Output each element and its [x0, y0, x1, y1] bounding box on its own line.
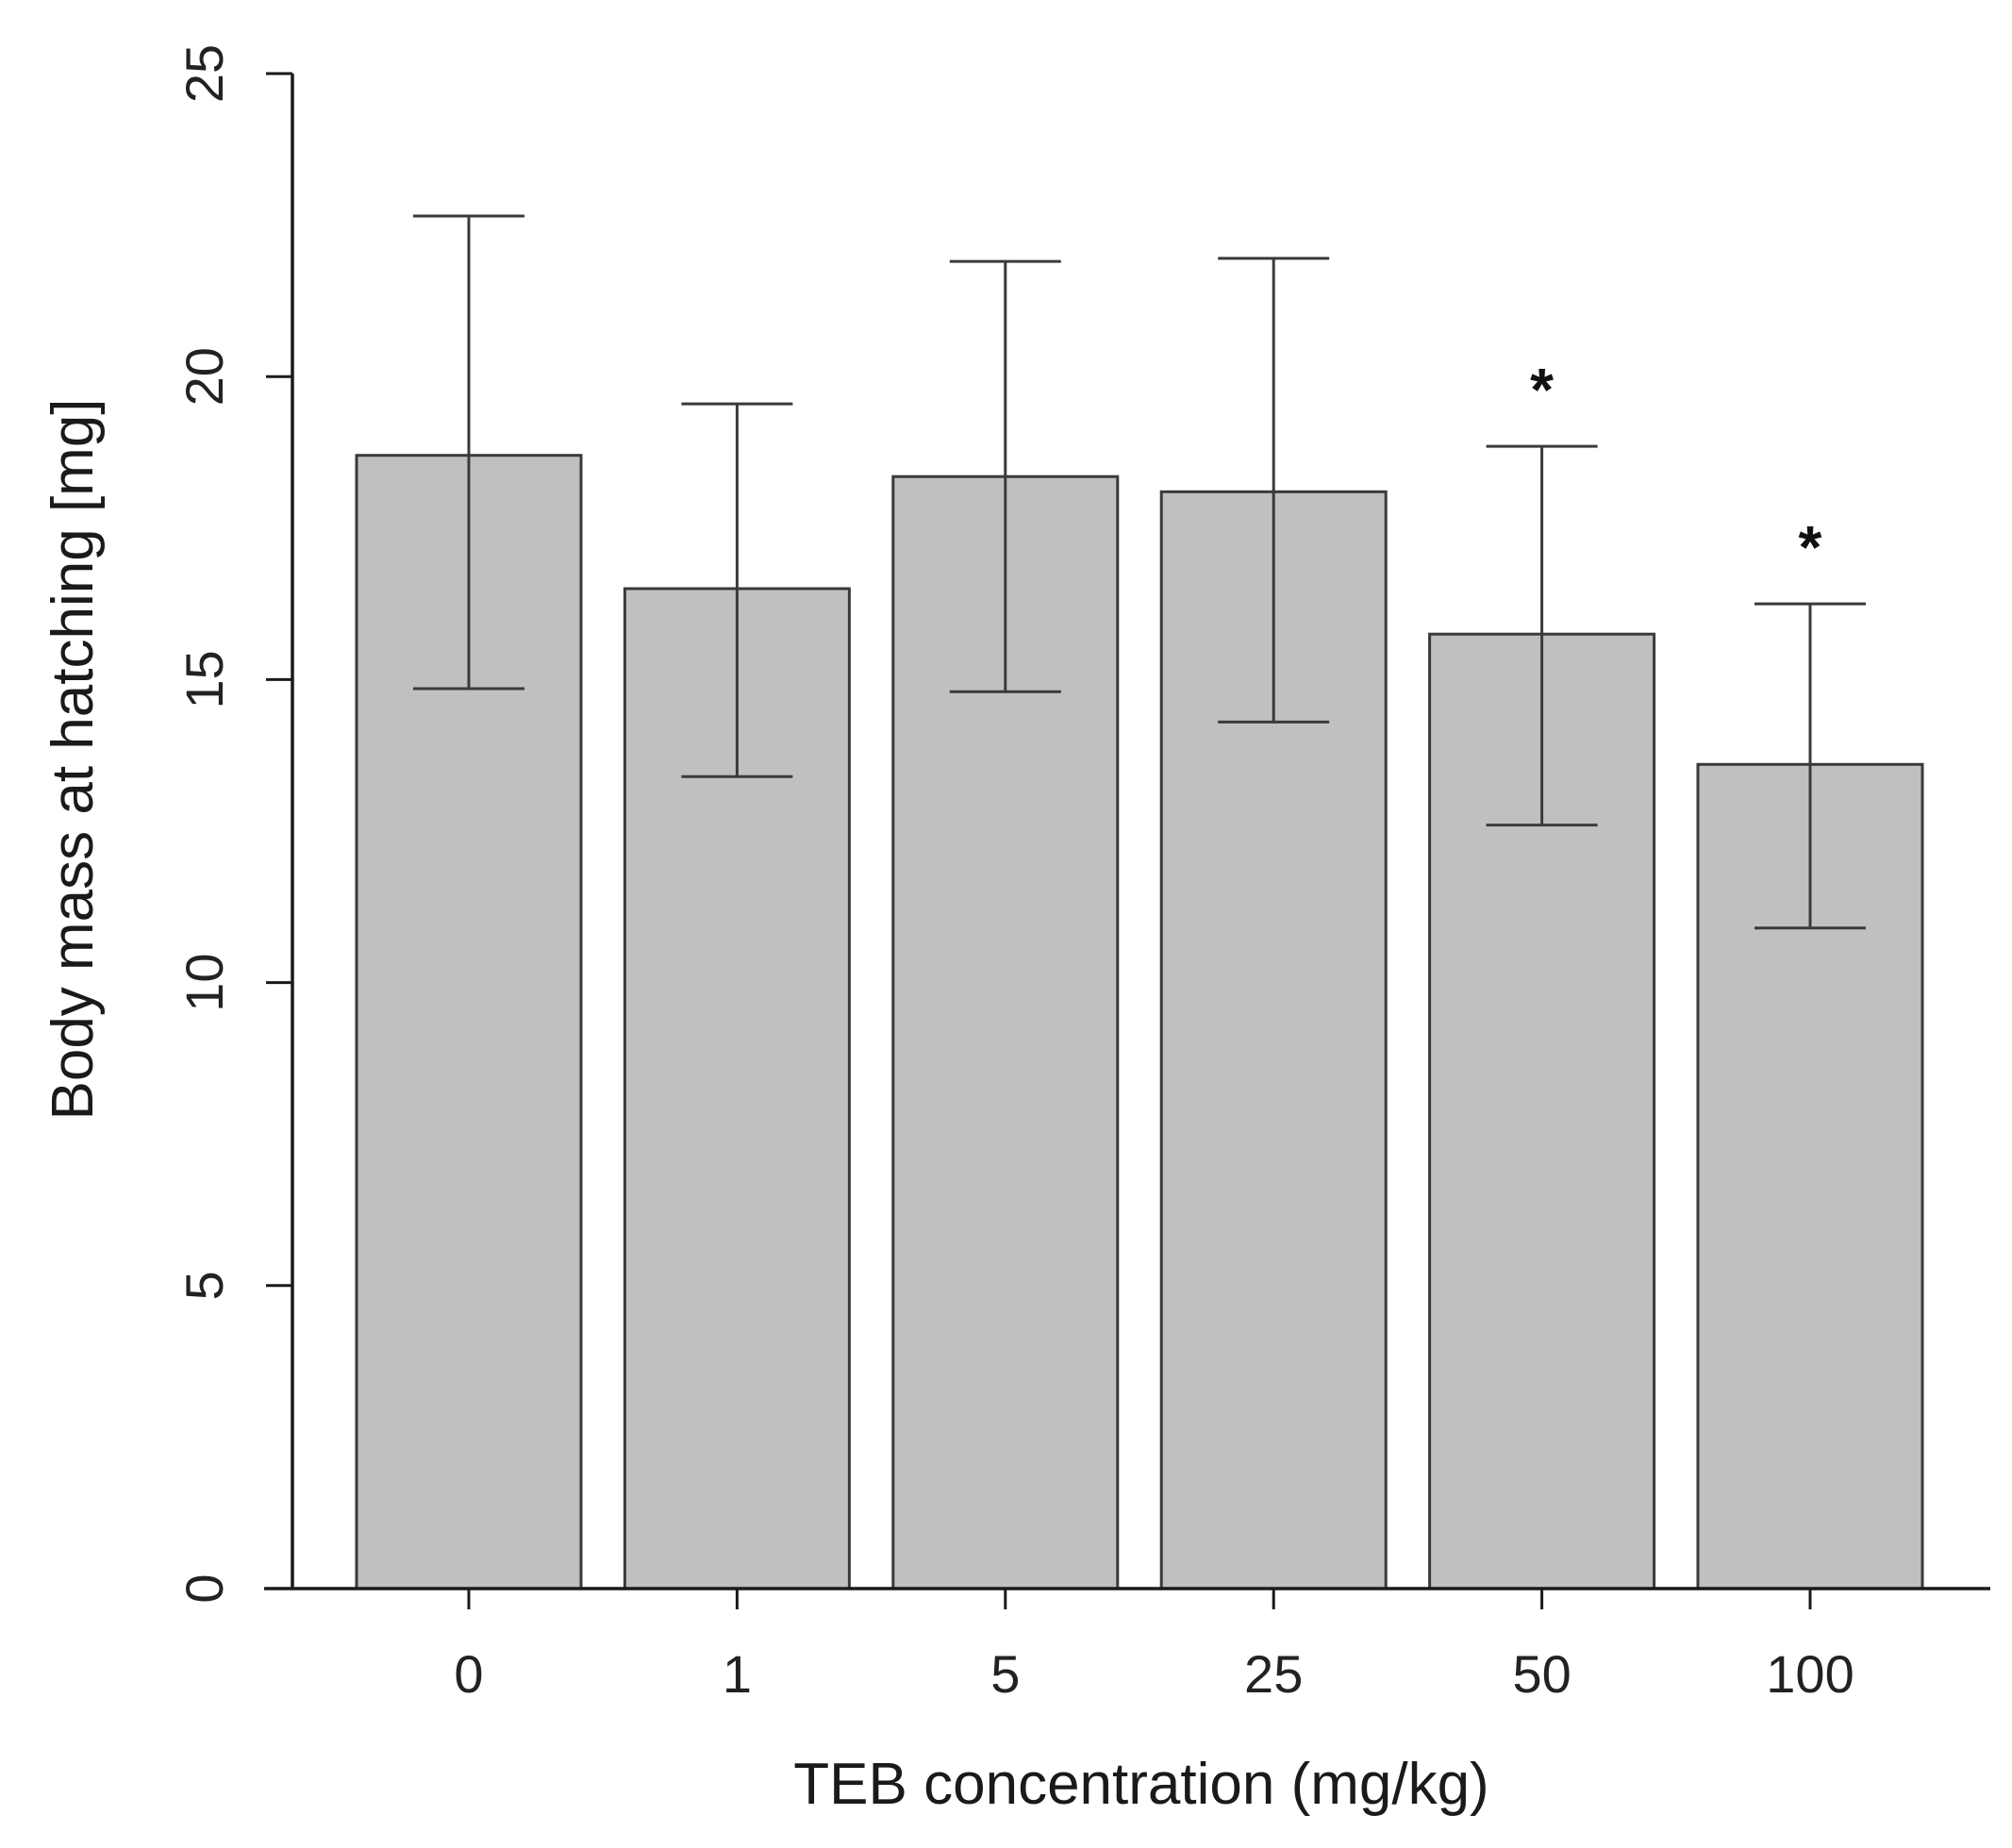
error-bar-25	[1218, 257, 1330, 724]
bars-layer	[355, 454, 1924, 1590]
y-tick-label-0: 0	[175, 1573, 234, 1603]
error-bar-0	[413, 214, 524, 691]
significance-marker-50: *	[1530, 356, 1554, 424]
y-tick-label-5: 5	[175, 1271, 234, 1300]
error-bars-layer	[413, 214, 1866, 930]
axes-layer	[264, 72, 1990, 1609]
significance-marker-100: *	[1799, 513, 1822, 581]
y-tick-label-15: 15	[175, 650, 234, 708]
x-tick-label-1: 1	[723, 1644, 752, 1704]
y-axis-title: Body mass at hatching [mg]	[41, 398, 106, 1120]
y-tick-label-10: 10	[175, 953, 234, 1011]
error-bar-50	[1486, 444, 1598, 827]
error-bar-5	[949, 259, 1061, 693]
error-bar-1	[681, 402, 793, 778]
x-tick-label-5: 5	[990, 1644, 1020, 1704]
error-bar-100	[1754, 602, 1866, 930]
x-tick-label-100: 100	[1766, 1644, 1854, 1704]
x-tick-label-25: 25	[1244, 1644, 1303, 1704]
x-tick-label-0: 0	[454, 1644, 483, 1704]
y-tick-label-20: 20	[175, 347, 234, 406]
y-tick-label-25: 25	[175, 44, 234, 103]
x-axis-title: TEB concentration (mg/kg)	[793, 1752, 1488, 1817]
x-tick-label-50: 50	[1512, 1644, 1571, 1704]
